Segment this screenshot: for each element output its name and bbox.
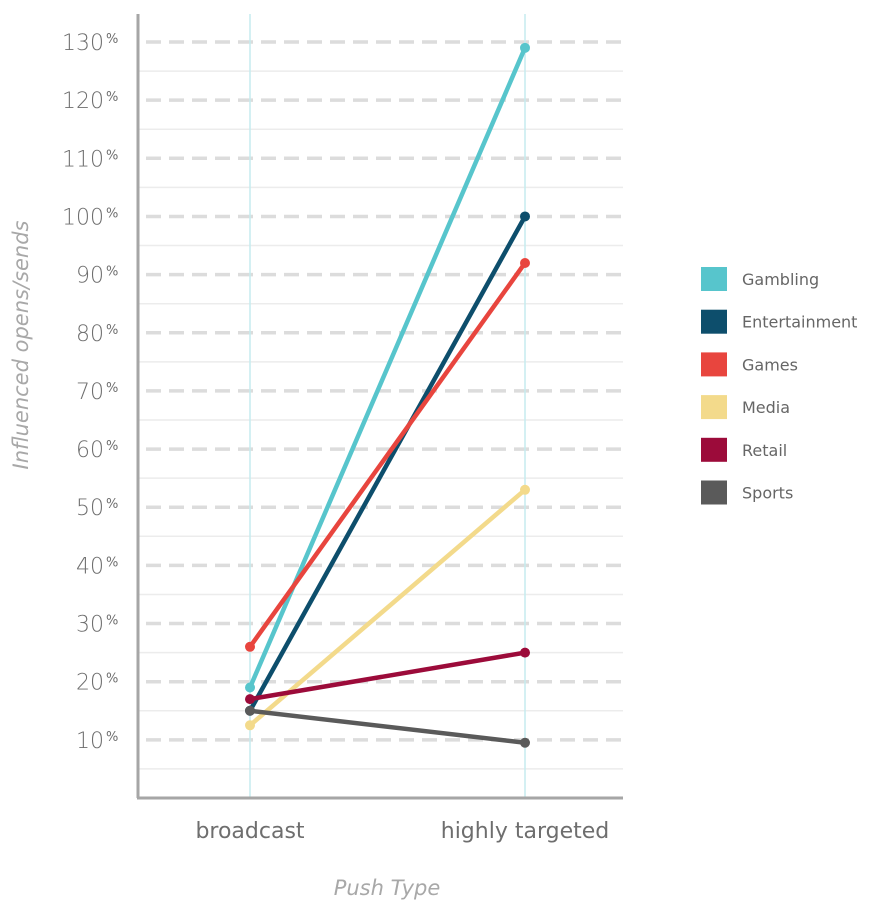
data-point-media	[245, 720, 255, 731]
y-tick-label: 70	[76, 380, 104, 405]
y-tick-percent-sign: %	[106, 206, 118, 221]
y-tick-label: 10	[76, 729, 104, 754]
y-tick-label: 40	[76, 554, 104, 579]
series-lines	[245, 42, 530, 748]
y-tick-label: 130	[62, 31, 104, 56]
x-category-labels: broadcast highly targeted	[195, 819, 609, 844]
y-tick-percent-sign: %	[106, 555, 118, 570]
data-point-games	[245, 641, 255, 652]
y-tick-label: 50	[76, 496, 104, 521]
y-tick-percent-sign: %	[106, 439, 118, 454]
data-point-entertainment	[520, 211, 530, 222]
legend-swatch-retail	[701, 437, 727, 462]
y-tick-percent-sign: %	[106, 730, 118, 745]
legend-swatch-entertainment	[701, 309, 727, 334]
y-tick-percent-sign: %	[106, 497, 118, 512]
legend-swatch-sports	[701, 480, 727, 505]
data-point-gambling	[520, 42, 530, 53]
axes	[136, 14, 623, 800]
data-point-gambling	[245, 682, 255, 693]
series-line-media	[247, 487, 528, 728]
y-tick-label: 100	[62, 205, 104, 230]
legend-label-entertainment: Entertainment	[742, 313, 857, 332]
legend-label-sports: Sports	[742, 484, 793, 503]
y-tick-label: 90	[76, 264, 104, 289]
y-tick-percent-sign: %	[106, 323, 118, 338]
x-axis-title: Push Type	[334, 876, 441, 900]
x-category-label: broadcast	[195, 819, 304, 844]
data-point-retail	[245, 694, 255, 705]
series-line-entertainment	[247, 214, 528, 714]
y-tick-percent-sign: %	[106, 672, 118, 687]
legend-label-games: Games	[742, 355, 798, 374]
x-category-label: highly targeted	[441, 819, 609, 844]
legend: Gambling Entertainment Games Media Retail Spo…	[701, 267, 857, 505]
y-tick-percent-sign: %	[106, 32, 118, 47]
data-point-sports	[520, 737, 530, 748]
grid-lines	[138, 14, 623, 797]
legend-label-media: Media	[742, 398, 790, 417]
y-tick-percent-sign: %	[106, 614, 118, 629]
legend-swatch-gambling	[701, 267, 727, 291]
y-tick-label: 80	[76, 322, 104, 347]
data-point-sports	[245, 705, 255, 716]
y-axis-title: Influenced opens/sends	[9, 220, 33, 469]
legend-swatch-games	[701, 352, 727, 377]
y-tick-percent-sign: %	[106, 90, 118, 105]
y-tick-label: 60	[76, 438, 104, 463]
data-point-media	[520, 484, 530, 495]
data-point-retail	[520, 647, 530, 658]
y-tick-label: 110	[62, 147, 104, 172]
legend-label-gambling: Gambling	[742, 270, 819, 289]
series-line-retail	[247, 650, 528, 702]
series-line-sports	[247, 708, 528, 746]
y-tick-percent-sign: %	[106, 148, 118, 163]
y-tick-percent-sign: %	[106, 265, 118, 280]
y-tick-labels: 10 %20 %30 %40 %50 %60 %70 %80 %90 %100 %110 %120 %1…	[62, 31, 118, 754]
legend-label-retail: Retail	[742, 441, 787, 460]
y-tick-label: 30	[76, 613, 104, 638]
y-tick-label: 120	[62, 89, 104, 114]
legend-swatch-media	[701, 395, 727, 420]
y-tick-percent-sign: %	[106, 381, 118, 396]
series-line-games	[247, 260, 528, 650]
y-tick-label: 20	[76, 671, 104, 696]
data-point-games	[520, 257, 530, 268]
